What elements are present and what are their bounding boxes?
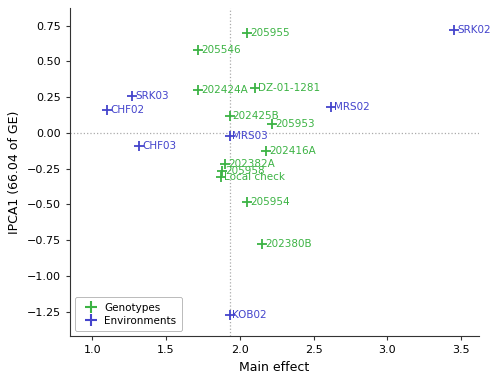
Text: 202380B: 202380B [265,240,312,249]
Text: 205953: 205953 [276,119,315,129]
Text: 202425B: 202425B [232,111,279,121]
Text: SRK03: SRK03 [135,91,168,100]
Text: 205954: 205954 [250,197,290,207]
Y-axis label: IPCA1 (66.04 of GE): IPCA1 (66.04 of GE) [8,110,22,234]
Text: SRK02: SRK02 [457,25,490,35]
Text: 202424A: 202424A [202,85,248,95]
Text: CHF02: CHF02 [110,105,144,115]
Text: 205546: 205546 [202,45,241,55]
Text: 205958: 205958 [225,167,264,176]
Text: MRS02: MRS02 [334,102,370,112]
Text: 202416A: 202416A [270,146,316,157]
Text: CHF03: CHF03 [142,141,176,151]
X-axis label: Main effect: Main effect [240,361,310,374]
Text: DZ-01-1281: DZ-01-1281 [258,84,320,94]
Text: Local check: Local check [224,172,284,182]
Text: 205955: 205955 [250,28,290,38]
Text: MRS03: MRS03 [232,131,268,141]
Legend: Genotypes, Environments: Genotypes, Environments [75,297,182,331]
Text: 202382A: 202382A [228,159,275,169]
Text: KOB02: KOB02 [232,310,267,320]
